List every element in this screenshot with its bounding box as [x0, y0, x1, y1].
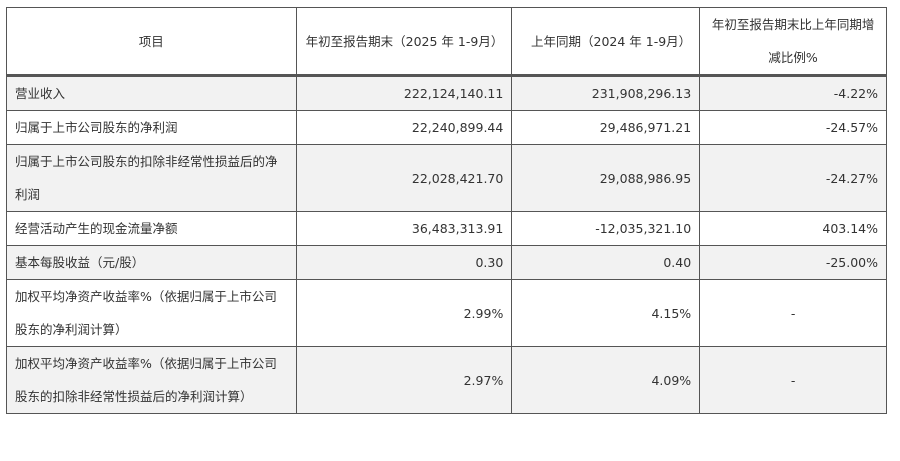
prior-value: 4.09%	[511, 346, 701, 414]
change-pct: -25.00%	[699, 245, 887, 280]
table-row: 归属于上市公司股东的扣除非经常性损益后的净利润 22,028,421.70 29,0…	[6, 144, 887, 212]
table-row: 加权平均净资产收益率%（依据归属于上市公司股东的净利润计算） 2.99% 4.15%…	[6, 279, 887, 347]
prior-value: 0.40	[511, 245, 701, 280]
row-label: 归属于上市公司股东的净利润	[6, 110, 297, 145]
change-pct: -24.27%	[699, 144, 887, 212]
table-row: 基本每股收益（元/股） 0.30 0.40 -25.00%	[6, 245, 887, 280]
current-value: 22,028,421.70	[295, 144, 513, 212]
current-value: 2.99%	[295, 279, 513, 347]
row-label: 营业收入	[6, 75, 297, 111]
current-value: 22,240,899.44	[295, 110, 513, 145]
row-label: 经营活动产生的现金流量净额	[6, 211, 297, 246]
change-pct: -24.57%	[699, 110, 887, 145]
change-pct: -4.22%	[699, 75, 887, 111]
prior-value: -12,035,321.10	[511, 211, 701, 246]
change-pct: -	[699, 279, 887, 347]
change-pct: 403.14%	[699, 211, 887, 246]
row-label: 加权平均净资产收益率%（依据归属于上市公司股东的净利润计算）	[6, 279, 297, 347]
prior-value: 29,486,971.21	[511, 110, 701, 145]
row-label: 归属于上市公司股东的扣除非经常性损益后的净利润	[6, 144, 297, 212]
table-row: 经营活动产生的现金流量净额 36,483,313.91 -12,035,321.10…	[6, 211, 887, 246]
current-value: 2.97%	[295, 346, 513, 414]
prior-value: 4.15%	[511, 279, 701, 347]
header-item: 项目	[6, 7, 297, 77]
header-row: 项目 年初至报告期末（2025 年 1-9月） 上年同期（2024 年 1-9月…	[6, 7, 887, 77]
table-row: 归属于上市公司股东的净利润 22,240,899.44 29,486,971.21-…	[6, 110, 887, 145]
table-row: 营业收入 222,124,140.11 231,908,296.13 -4.22%	[6, 75, 887, 111]
prior-value: 231,908,296.13	[511, 75, 701, 111]
row-label: 加权平均净资产收益率%（依据归属于上市公司股东的扣除非经常性损益后的净利润计算）	[6, 346, 297, 414]
current-value: 222,124,140.11	[295, 75, 513, 111]
current-value: 36,483,313.91	[295, 211, 513, 246]
current-value: 0.30	[295, 245, 513, 280]
change-pct: -	[699, 346, 887, 414]
header-change-pct: 年初至报告期末比上年同期增减比例%	[699, 7, 887, 77]
header-prior-period: 上年同期（2024 年 1-9月）	[511, 7, 701, 77]
row-label: 基本每股收益（元/股）	[6, 245, 297, 280]
prior-value: 29,088,986.95	[511, 144, 701, 212]
financial-table: 项目 年初至报告期末（2025 年 1-9月） 上年同期（2024 年 1-9月…	[6, 7, 887, 414]
header-current-period: 年初至报告期末（2025 年 1-9月）	[295, 7, 513, 77]
table-row: 加权平均净资产收益率%（依据归属于上市公司股东的扣除非经常性损益后的净利润计算）…	[6, 346, 887, 414]
